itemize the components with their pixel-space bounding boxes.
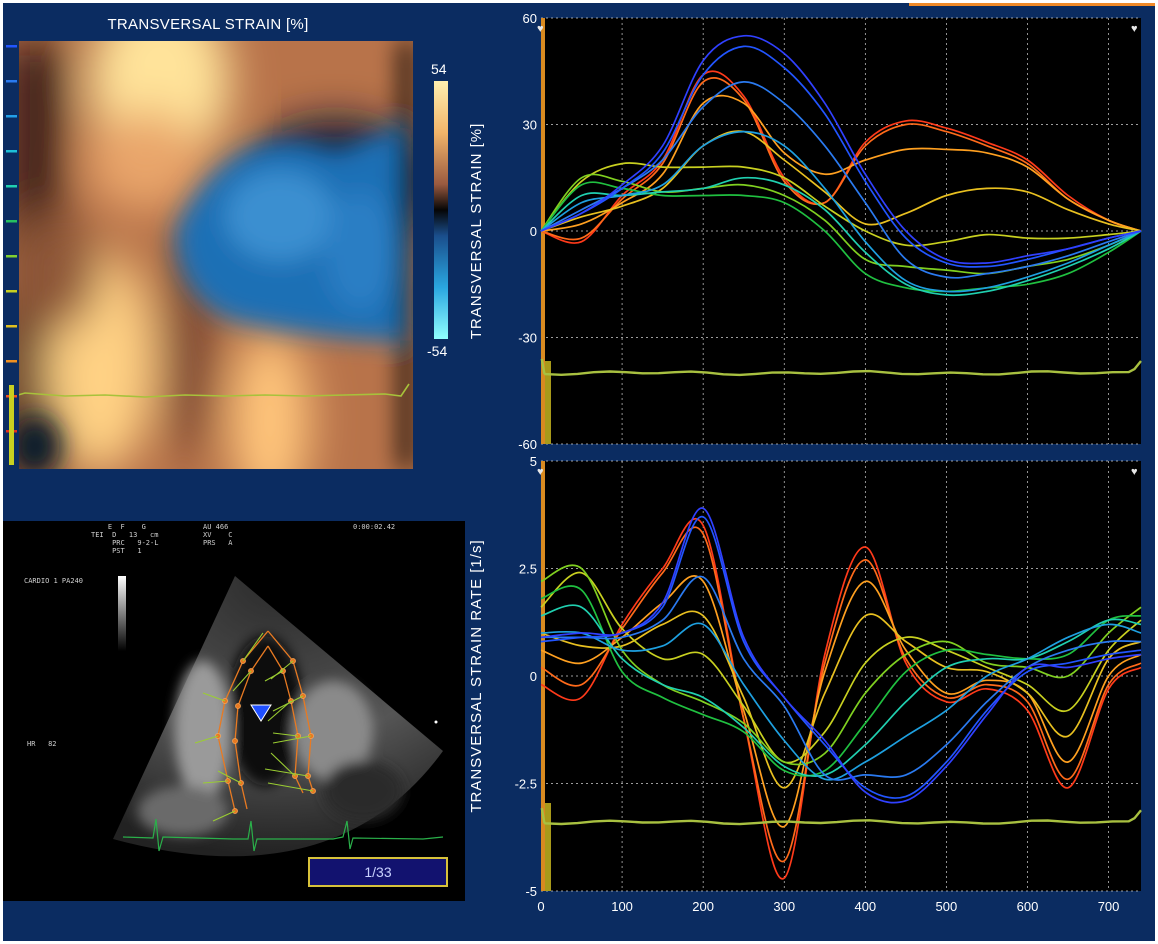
rate-y-axis-label: TRANSVERSAL STRAIN RATE [1/s]: [468, 539, 485, 812]
segment-marker: [6, 150, 17, 153]
rate-series-6: [540, 564, 1142, 766]
rate-y-tick-label: 2.5: [519, 562, 537, 577]
strain-series-6: [540, 173, 1142, 275]
strain-series-4: [540, 130, 1142, 232]
strain-y-tick-label: -30: [518, 331, 537, 346]
probe-marker-icon: [250, 704, 272, 722]
velocity-vectors: [194, 632, 314, 822]
segment-marker: [6, 115, 17, 118]
segment-marker: [6, 45, 17, 48]
colormap-title: TRANSVERSAL STRAIN [%]: [107, 16, 309, 33]
acquisition-settings: AU 466 XV C PRS A: [203, 523, 233, 547]
rate-y-tick-label: 0: [530, 669, 537, 684]
ecg-trace: [122, 818, 444, 852]
strain-series-8: [540, 176, 1142, 297]
rate-x-tick-label: 200: [692, 899, 714, 914]
rate-baseline-trace: [540, 807, 1142, 826]
rate-heart-icon-left[interactable]: ♥: [537, 466, 544, 478]
rate-series-group: [540, 507, 1142, 880]
rate-series-9: [540, 622, 1142, 781]
colormap-svg: [5, 41, 413, 469]
rate-series-11: [540, 516, 1142, 799]
strain-colorbar: [434, 81, 448, 339]
strain-y-axis-label: TRANSVERSAL STRAIN [%]: [468, 123, 485, 340]
strain-y-tick-label: 60: [523, 11, 537, 26]
rate-x-tick-label: 400: [854, 899, 876, 914]
frame-counter[interactable]: 1/33: [308, 857, 448, 887]
echocardiogram-image[interactable]: [3, 521, 465, 901]
segment-marker: [6, 80, 17, 83]
rate-y-tick-label: -2.5: [515, 777, 537, 792]
rate-y-tick-label: -5: [525, 884, 537, 899]
strain-series-9: [540, 130, 1142, 293]
application-window: TRANSVERSAL STRAIN [%]: [3, 3, 1155, 941]
strain-y-tick-label: 0: [530, 224, 537, 239]
rate-x-tick-label: 100: [611, 899, 633, 914]
rate-x-tick-label: 0: [537, 899, 544, 914]
segment-marker: [6, 290, 17, 293]
strain-series-2: [540, 77, 1142, 241]
colorbar-min-label: -54: [427, 343, 448, 359]
rate-x-tick-label: 600: [1017, 899, 1039, 914]
segment-marker: [6, 185, 17, 188]
rate-series-10: [540, 575, 1142, 781]
strain-colormap-image[interactable]: [5, 41, 413, 469]
colorbar-max-label: 54: [431, 61, 447, 77]
strain-heart-icon[interactable]: ♥: [1131, 23, 1138, 35]
rate-cursor-marker: [545, 803, 551, 891]
rate-time-cursor[interactable]: [541, 461, 545, 891]
strain-series-12: [540, 34, 1142, 265]
rate-x-tick-label: 500: [936, 899, 958, 914]
rate-heart-icon[interactable]: ♥: [1131, 466, 1138, 478]
acquisition-parameters: E F G TEI D 13 cm PRC 9-2-L PST 1: [91, 523, 159, 555]
strain-charts-area: ♥ ♥ 60 30 0 -30 -60 TRANSVERSAL STRAIN [%] ♥ ♥ 5 2…: [465, 3, 1155, 941]
strain-y-tick-label: -60: [518, 437, 537, 451]
strain-series-group: [540, 34, 1142, 297]
top-accent-strip: [909, 3, 1155, 6]
rate-series-12: [540, 507, 1142, 804]
rate-y-tick-label: 5: [530, 454, 537, 469]
rate-x-tick-label: 700: [1098, 899, 1120, 914]
strain-y-tick-label: 30: [523, 118, 537, 133]
segment-marker: [6, 360, 17, 363]
segment-marker: [6, 255, 17, 258]
rate-series-1: [540, 517, 1142, 880]
strain-cursor-marker: [545, 361, 551, 444]
strain-series-10: [540, 81, 1142, 279]
strain-baseline-trace: [540, 358, 1142, 377]
acquisition-time: 0:00:02.42: [353, 523, 396, 531]
tracking-points: [215, 658, 316, 814]
segment-marker: [6, 325, 17, 328]
heart-rate-label: HR 82: [27, 740, 57, 748]
strain-series-11: [540, 45, 1142, 268]
strain-series-5: [540, 162, 1142, 247]
segment-color-markers: [3, 41, 19, 469]
echocardiogram-panel: E F G TEI D 13 cm PRC 9-2-L PST 1 AU 466…: [3, 521, 465, 901]
rate-series-4: [540, 610, 1142, 789]
strain-heart-icon-left[interactable]: ♥: [537, 23, 544, 35]
segment-marker: [6, 220, 17, 223]
strain-colormap-panel: TRANSVERSAL STRAIN [%]: [3, 3, 448, 469]
preset-label: CARDIO 1 PA240: [24, 577, 84, 585]
rate-x-tick-label: 300: [773, 899, 795, 914]
segment-range-bar: [9, 385, 14, 465]
strain-series-3: [540, 94, 1142, 232]
gray-scale-bar: [118, 576, 126, 651]
rate-series-5: [540, 571, 1142, 764]
rate-series-2: [540, 526, 1142, 863]
